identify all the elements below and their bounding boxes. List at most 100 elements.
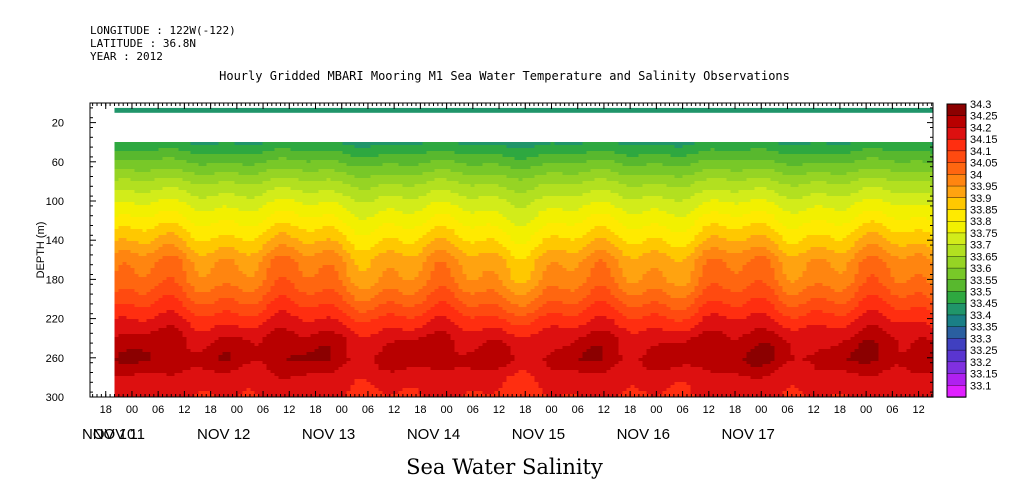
x-tick-label: 06 — [676, 404, 688, 416]
colorbar-label: 34 — [970, 169, 982, 181]
colorbar-swatch — [946, 138, 967, 152]
colorbar-swatch — [946, 197, 967, 211]
colorbar-label: 33.1 — [970, 380, 991, 392]
x-tick-label: 00 — [755, 404, 767, 416]
colorbar-swatch — [946, 267, 967, 281]
x-tick-label: 00 — [126, 404, 138, 416]
x-tick-label: 00 — [545, 404, 557, 416]
surface-band — [114, 107, 933, 113]
x-tick-label: 00 — [231, 404, 243, 416]
colorbar-swatch — [946, 232, 967, 246]
x-tick-label: 12 — [493, 404, 505, 416]
colorbar-swatch — [946, 349, 967, 363]
x-day-label: NOV 15 — [512, 426, 565, 443]
colorbar-swatch — [946, 162, 967, 176]
colorbar-label: 33.35 — [970, 322, 998, 334]
x-tick-label: 12 — [598, 404, 610, 416]
x-tick-label: 06 — [572, 404, 584, 416]
colorbar-swatch — [946, 373, 967, 386]
colorbar-frame — [946, 103, 967, 398]
x-day-label: NOV 17 — [721, 426, 774, 443]
x-day-label: NOV 13 — [302, 426, 355, 443]
x-day-label: NOV 14 — [407, 426, 460, 443]
colorbar-label: 33.7 — [970, 240, 991, 252]
y-tick-label: 300 — [46, 392, 64, 404]
x-tick-label: 18 — [204, 404, 216, 416]
y-tick-label: 220 — [46, 314, 64, 326]
colorbar-label: 34.15 — [970, 134, 998, 146]
x-tick-label: 18 — [100, 404, 112, 416]
colorbar-label: 33.2 — [970, 357, 991, 369]
x-tick-label: 12 — [912, 404, 924, 416]
year-label: YEAR : 2012 — [90, 50, 163, 63]
latitude-label: LATITUDE : 36.8N — [90, 37, 196, 50]
y-tick-label: 20 — [52, 118, 64, 130]
x-tick-label: 06 — [152, 404, 164, 416]
colorbar-swatch — [946, 115, 967, 129]
x-tick-label: 18 — [309, 404, 321, 416]
x-tick-label: 06 — [781, 404, 793, 416]
colorbar-swatch — [946, 338, 967, 351]
x-tick-label: 12 — [808, 404, 820, 416]
x-tick-label: 00 — [860, 404, 872, 416]
x-tick-label: 12 — [388, 404, 400, 416]
longitude-label: LONGITUDE : 122W(-122) — [90, 24, 236, 37]
x-tick-label: 18 — [624, 404, 636, 416]
colorbar-swatch — [946, 244, 967, 258]
x-tick-label: 18 — [519, 404, 531, 416]
bottom-title: Sea Water Salinity — [406, 455, 603, 479]
x-day-label: NOV 16 — [617, 426, 670, 443]
colorbar-label: 33.65 — [970, 251, 998, 263]
colorbar-swatch — [946, 303, 967, 316]
colorbar-label: 34.2 — [970, 122, 991, 134]
y-tick-label: 100 — [46, 196, 64, 208]
y-axis-label: DEPTH (m) — [35, 222, 47, 279]
colorbar-swatch — [946, 209, 967, 222]
colorbar-swatch — [946, 150, 967, 164]
colorbar-label: 33.25 — [970, 345, 998, 357]
colorbar-label: 33.6 — [970, 263, 991, 275]
y-tick-label: 180 — [46, 274, 64, 286]
colorbar-label: 33.8 — [970, 216, 991, 228]
x-tick-label: 06 — [467, 404, 479, 416]
colorbar-swatch — [946, 127, 967, 140]
x-day-label: NOV 12 — [197, 426, 250, 443]
colorbar-swatch — [946, 256, 967, 269]
x-tick-label: 06 — [886, 404, 898, 416]
colorbar-swatch — [946, 279, 967, 293]
x-tick-label: 06 — [257, 404, 269, 416]
x-tick-label: 18 — [414, 404, 426, 416]
colorbar-swatch — [946, 326, 967, 340]
colorbar-swatch — [946, 291, 967, 304]
x-tick-label: 12 — [283, 404, 295, 416]
x-day-label: NOV 10 — [82, 426, 135, 443]
x-tick-label: 00 — [650, 404, 662, 416]
colorbar-label: 33.4 — [970, 310, 991, 322]
colorbar-label: 33.95 — [970, 181, 998, 193]
colorbar-swatch — [946, 361, 967, 375]
colorbar-label: 33.5 — [970, 287, 991, 299]
x-tick-label: 00 — [440, 404, 452, 416]
x-tick-label: 12 — [703, 404, 715, 416]
x-day-label: NOV 11 — [93, 426, 145, 443]
x-tick-label: 00 — [336, 404, 348, 416]
colorbar-swatch — [946, 185, 967, 199]
x-tick-label: 12 — [178, 404, 190, 416]
plot-title: Hourly Gridded MBARI Mooring M1 Sea Wate… — [219, 69, 790, 83]
colorbar-swatch — [946, 314, 967, 328]
colorbar-label: 34.1 — [970, 146, 991, 158]
x-tick-label: 18 — [729, 404, 741, 416]
colorbar-swatch — [946, 385, 967, 398]
colorbar-swatch — [946, 220, 967, 234]
y-tick-label: 60 — [52, 157, 64, 169]
y-tick-label: 260 — [46, 353, 64, 365]
colorbar-label: 33.3 — [970, 333, 991, 345]
colorbar-swatch — [946, 174, 967, 187]
colorbar-label: 33.85 — [970, 204, 998, 216]
colorbar-label: 33.15 — [970, 369, 998, 381]
x-tick-label: 06 — [362, 404, 374, 416]
colorbar-label: 33.75 — [970, 228, 998, 240]
plot-frame — [89, 102, 934, 398]
